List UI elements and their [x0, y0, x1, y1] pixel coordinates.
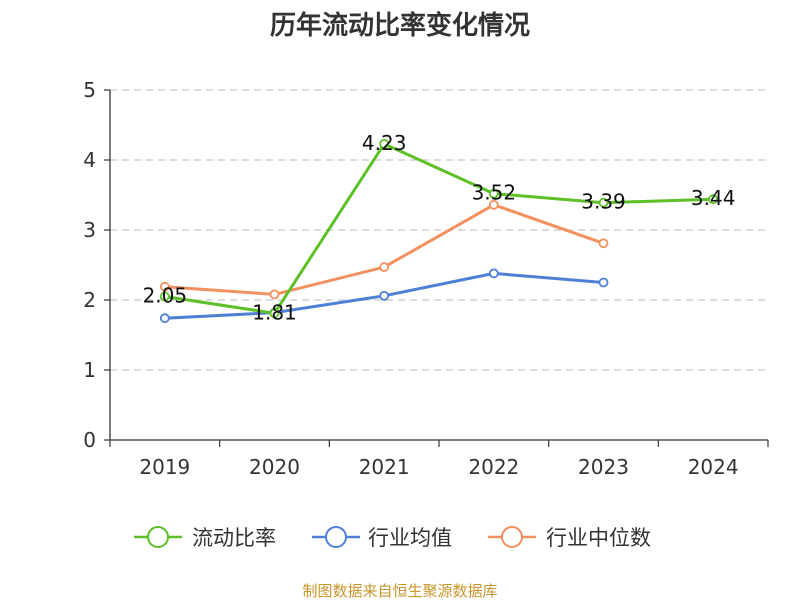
chart-title: 历年流动比率变化情况 [270, 10, 530, 41]
data-labels: 2.05 1.81 4.23 3.52 3.39 3.44 [143, 131, 736, 324]
data-point [159, 313, 170, 324]
data-label: 2.05 [143, 284, 188, 308]
legend-item-0: 流动比率 [134, 526, 276, 550]
data-point [488, 199, 499, 210]
series-line [164, 142, 714, 315]
legend-swatch-marker [325, 526, 347, 548]
data-point [379, 262, 390, 273]
data-point [598, 277, 609, 288]
data-point [598, 238, 609, 249]
data-label: 3.39 [581, 190, 626, 214]
x-tick-label: 2022 [468, 455, 519, 479]
legend-label: 流动比率 [192, 526, 276, 550]
data-label: 4.23 [362, 131, 407, 155]
data-point [379, 290, 390, 301]
data-point [159, 281, 170, 292]
axes: 0 1 2 3 4 5 2019 2020 2021 2022 2023 2024 [83, 78, 769, 479]
y-tick-label: 4 [83, 148, 96, 172]
legend: 流动比率 行业均值 行业中位数 [134, 526, 651, 550]
data-point [269, 308, 280, 319]
series-1 [159, 268, 609, 324]
legend-swatch-marker [147, 526, 169, 548]
y-tick-label: 1 [83, 358, 96, 382]
data-label: 1.81 [252, 300, 297, 324]
legend-label: 行业均值 [368, 526, 452, 550]
data-label: 3.52 [472, 181, 517, 205]
data-point [379, 138, 390, 149]
data-point [269, 289, 280, 300]
x-tick-label: 2020 [249, 455, 300, 479]
series-0 [159, 138, 719, 319]
x-tick-label: 2019 [139, 455, 190, 479]
y-tick-label: 5 [83, 78, 96, 102]
legend-item-1: 行业均值 [312, 526, 452, 550]
x-tick-label: 2021 [359, 455, 410, 479]
data-point [488, 268, 499, 279]
series-line [164, 203, 604, 296]
legend-label: 行业中位数 [546, 526, 651, 550]
x-tick-label: 2023 [578, 455, 629, 479]
data-point [159, 291, 170, 302]
legend-swatch-marker [501, 526, 523, 548]
legend-item-2: 行业中位数 [488, 526, 651, 550]
data-point [488, 188, 499, 199]
source-note: 制图数据来自恒生聚源数据库 [302, 582, 497, 600]
grid-lines [110, 89, 768, 371]
data-label: 3.44 [691, 186, 736, 210]
series-group [159, 138, 719, 324]
data-point [598, 197, 609, 208]
series-2 [159, 199, 609, 300]
y-tick-label: 2 [83, 288, 96, 312]
y-tick-label: 0 [83, 428, 96, 452]
data-point [708, 194, 719, 205]
y-tick-label: 3 [83, 218, 96, 242]
x-tick-label: 2024 [688, 455, 739, 479]
